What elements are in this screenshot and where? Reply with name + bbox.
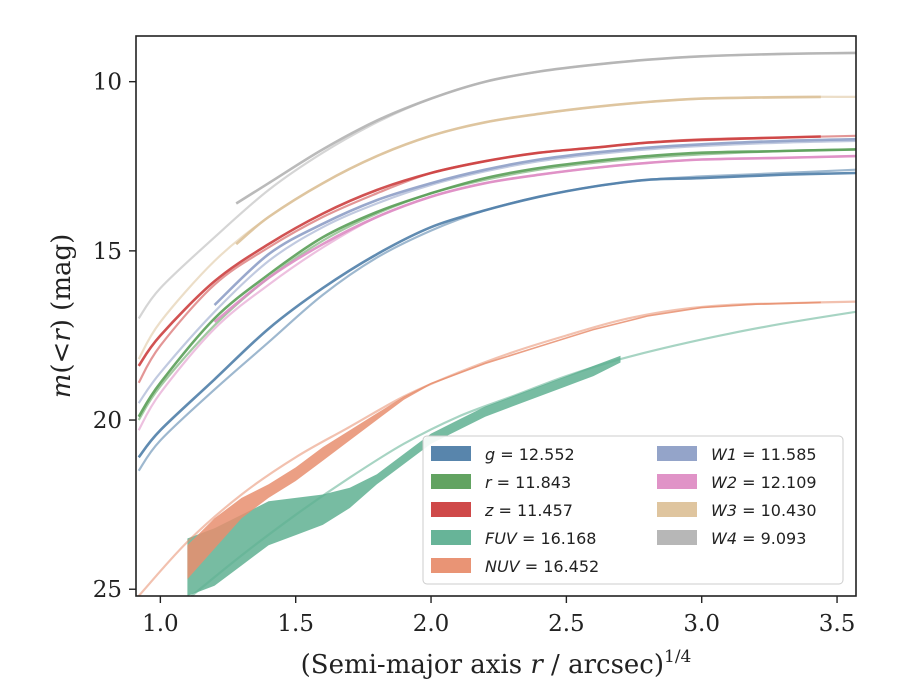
legend-item-fuv: FUV = 16.168 <box>431 529 596 548</box>
series-z-profile-curve <box>137 135 821 367</box>
legend-label: W3 = 10.430 <box>711 501 817 520</box>
series-r-profile-curve <box>137 148 856 418</box>
y-tick-label: 10 <box>93 70 122 96</box>
legend-item-w1: W1 = 11.585 <box>657 445 817 464</box>
legend-swatch <box>431 446 471 461</box>
legend-label: NUV = 16.452 <box>485 557 599 576</box>
legend-label: W1 = 11.585 <box>711 445 817 464</box>
series-w3-profile-curve <box>235 95 821 246</box>
x-tick-label: 1.5 <box>277 611 314 637</box>
legend-item-nuv: NUV = 16.452 <box>431 557 599 576</box>
legend-item-w4: W4 = 9.093 <box>657 529 806 548</box>
legend-label: r = 11.843 <box>485 473 571 492</box>
y-axis-label: m(<r) (mag) <box>47 234 77 399</box>
x-axis-ticks: 1.0 1.5 2.0 2.5 3.0 3.5 <box>142 596 855 637</box>
x-tick-label: 1.0 <box>142 611 179 637</box>
legend-item-z: z = 11.457 <box>431 501 573 520</box>
series-fuv-model-curve <box>189 310 856 596</box>
legend-swatch <box>657 474 697 489</box>
x-axis-label: (Semi-major axis r / arcsec)1/4 <box>301 647 692 680</box>
series-w1-model-curve <box>137 139 856 404</box>
legend-item-w3: W3 = 10.430 <box>657 501 817 520</box>
legend-item-r: r = 11.843 <box>431 473 571 492</box>
legend-label: FUV = 16.168 <box>485 529 596 548</box>
legend-swatch <box>431 558 471 573</box>
legend-swatch <box>657 530 697 545</box>
series-g-profile-curve <box>137 171 856 459</box>
plot-frame <box>135 35 857 597</box>
series-w4-profile-curve <box>235 51 856 205</box>
legend-item-w2: W2 = 12.109 <box>657 473 817 492</box>
legend-swatch <box>657 446 697 461</box>
legend: g = 12.552 r = 11.843 z = 11.457 FUV = 16.1… <box>422 435 844 585</box>
y-axis-ticks: 10 15 20 25 <box>93 70 136 603</box>
legend-swatch <box>431 530 471 545</box>
x-tick-label: 2.5 <box>548 611 585 637</box>
series-layer <box>137 51 856 596</box>
legend-label: W2 = 12.109 <box>711 473 817 492</box>
series-nuv-model-curve <box>137 300 856 596</box>
x-tick-label: 3.5 <box>819 611 856 637</box>
legend-label: W4 = 9.093 <box>711 529 806 548</box>
series-g-model-curve <box>137 168 856 472</box>
legend-box <box>422 435 844 585</box>
x-tick-label: 3.0 <box>683 611 720 637</box>
y-tick-label: 15 <box>93 239 122 265</box>
x-tick-label: 2.0 <box>413 611 450 637</box>
series-fuv-band <box>187 355 621 596</box>
legend-swatch <box>657 502 697 517</box>
legend-swatch <box>431 474 471 489</box>
legend-label: z = 11.457 <box>484 501 573 520</box>
y-tick-label: 25 <box>93 577 122 603</box>
legend-swatch <box>431 502 471 517</box>
series-nuv-band <box>187 301 821 580</box>
legend-item-g: g = 12.552 <box>431 445 575 464</box>
legend-label: g = 12.552 <box>485 445 575 464</box>
y-tick-label: 20 <box>93 408 122 434</box>
series-w2-profile-curve <box>213 154 856 323</box>
series-w1-profile-curve <box>213 137 856 306</box>
